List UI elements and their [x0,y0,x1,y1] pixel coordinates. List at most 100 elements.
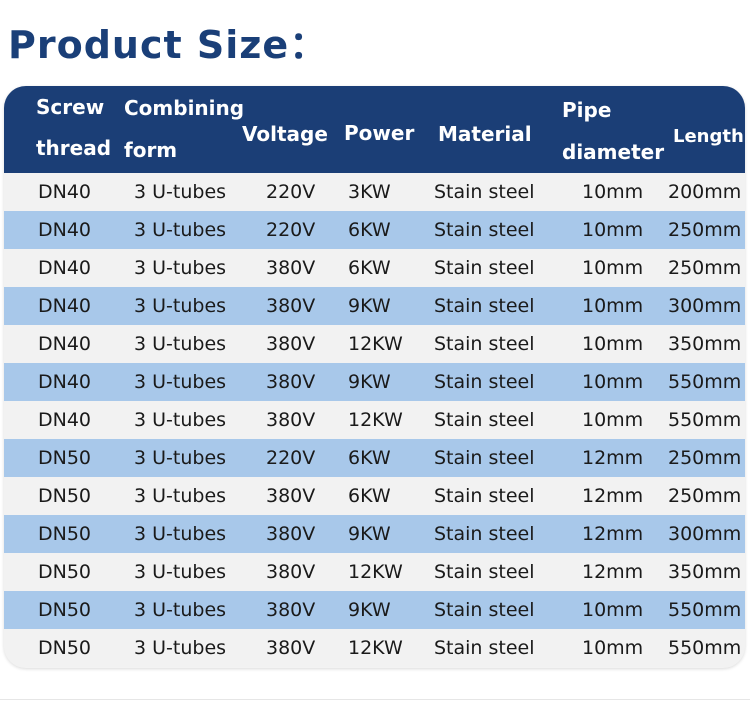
cell-length: 300mm [668,523,742,545]
cell-combining-form: 3 U-tubes [134,257,227,279]
cell-screw-thread: DN40 [38,333,92,355]
cell-power: 6KW [348,485,391,507]
table-row: DN40 3 U-tubes 380V 12KW Stain steel 10m… [4,325,745,363]
cell-combining-form: 3 U-tubes [134,485,227,507]
cell-length: 550mm [668,599,742,621]
cell-pipe-diameter: 10mm [582,219,644,241]
cell-material: Stain steel [434,485,535,507]
table-row: DN40 3 U-tubes 220V 3KW Stain steel 10mm… [4,173,745,211]
table-row: DN40 3 U-tubes 380V 6KW Stain steel 10mm… [4,249,745,287]
cell-screw-thread: DN40 [38,409,92,431]
cell-power: 9KW [348,295,391,317]
table-row: DN50 3 U-tubes 380V 12KW Stain steel 12m… [4,553,745,591]
cell-voltage: 220V [266,219,316,241]
cell-material: Stain steel [434,219,535,241]
table-row: DN50 3 U-tubes 380V 9KW Stain steel 12mm… [4,515,745,553]
cell-screw-thread: DN40 [38,181,92,203]
cell-material: Stain steel [434,637,535,659]
cell-screw-thread: DN40 [38,257,92,279]
cell-material: Stain steel [434,561,535,583]
cell-screw-thread: DN40 [38,295,92,317]
cell-pipe-diameter: 10mm [582,333,644,355]
cell-voltage: 380V [266,523,316,545]
page-title: Product Size： [8,23,329,67]
cell-screw-thread: DN40 [38,371,92,393]
cell-power: 9KW [348,371,391,393]
cell-pipe-diameter: 10mm [582,371,644,393]
cell-power: 12KW [348,409,403,431]
cell-power: 6KW [348,219,391,241]
cell-material: Stain steel [434,523,535,545]
cell-voltage: 380V [266,599,316,621]
cell-pipe-diameter: 12mm [582,485,644,507]
cell-material: Stain steel [434,409,535,431]
table-row: DN50 3 U-tubes 380V 12KW Stain steel 10m… [4,629,745,667]
table-row: DN40 3 U-tubes 380V 9KW Stain steel 10mm… [4,287,745,325]
cell-length: 350mm [668,333,742,355]
cell-pipe-diameter: 10mm [582,637,644,659]
header-combining-form-line2: form [124,138,178,162]
cell-material: Stain steel [434,333,535,355]
cell-voltage: 380V [266,409,316,431]
header-material: Material [438,122,532,146]
cell-pipe-diameter: 10mm [582,181,644,203]
table-row: DN40 3 U-tubes 220V 6KW Stain steel 10mm… [4,211,745,249]
cell-voltage: 380V [266,257,316,279]
cell-length: 200mm [668,181,742,203]
cell-combining-form: 3 U-tubes [134,409,227,431]
cell-power: 12KW [348,333,403,355]
cell-length: 250mm [668,219,742,241]
cell-pipe-diameter: 12mm [582,523,644,545]
table-header: Screw thread Combining form Voltage Powe… [4,86,745,173]
cell-length: 250mm [668,447,742,469]
cell-length: 250mm [668,485,742,507]
cell-length: 550mm [668,371,742,393]
header-pipe-diameter-line1: Pipe [562,98,612,122]
cell-length: 350mm [668,561,742,583]
cell-material: Stain steel [434,181,535,203]
cell-power: 6KW [348,447,391,469]
cell-voltage: 380V [266,295,316,317]
table-row: DN50 3 U-tubes 380V 6KW Stain steel 12mm… [4,477,745,515]
cell-power: 9KW [348,523,391,545]
cell-power: 6KW [348,257,391,279]
cell-voltage: 220V [266,447,316,469]
cell-voltage: 220V [266,181,316,203]
cell-pipe-diameter: 10mm [582,409,644,431]
cell-voltage: 380V [266,371,316,393]
cell-material: Stain steel [434,599,535,621]
cell-combining-form: 3 U-tubes [134,333,227,355]
cell-combining-form: 3 U-tubes [134,637,227,659]
table-row: DN50 3 U-tubes 220V 6KW Stain steel 12mm… [4,439,745,477]
cell-screw-thread: DN50 [38,637,92,659]
cell-screw-thread: DN50 [38,485,92,507]
cell-combining-form: 3 U-tubes [134,371,227,393]
header-screw-thread-line1: Screw [36,95,105,119]
cell-material: Stain steel [434,257,535,279]
cell-combining-form: 3 U-tubes [134,447,227,469]
bottom-divider [0,699,750,700]
cell-length: 550mm [668,637,742,659]
cell-combining-form: 3 U-tubes [134,599,227,621]
product-size-table: Screw thread Combining form Voltage Powe… [4,86,745,668]
table-row: DN40 3 U-tubes 380V 12KW Stain steel 10m… [4,401,745,439]
cell-pipe-diameter: 10mm [582,257,644,279]
header-power: Power [344,121,415,145]
table-row: DN40 3 U-tubes 380V 9KW Stain steel 10mm… [4,363,745,401]
cell-combining-form: 3 U-tubes [134,219,227,241]
cell-pipe-diameter: 10mm [582,295,644,317]
cell-voltage: 380V [266,561,316,583]
cell-pipe-diameter: 12mm [582,561,644,583]
cell-voltage: 380V [266,637,316,659]
cell-length: 300mm [668,295,742,317]
header-screw-thread-line2: thread [36,136,112,160]
cell-power: 12KW [348,637,403,659]
cell-combining-form: 3 U-tubes [134,561,227,583]
cell-pipe-diameter: 10mm [582,599,644,621]
cell-power: 9KW [348,599,391,621]
cell-screw-thread: DN40 [38,219,92,241]
cell-screw-thread: DN50 [38,447,92,469]
cell-combining-form: 3 U-tubes [134,295,227,317]
cell-material: Stain steel [434,371,535,393]
cell-screw-thread: DN50 [38,523,92,545]
